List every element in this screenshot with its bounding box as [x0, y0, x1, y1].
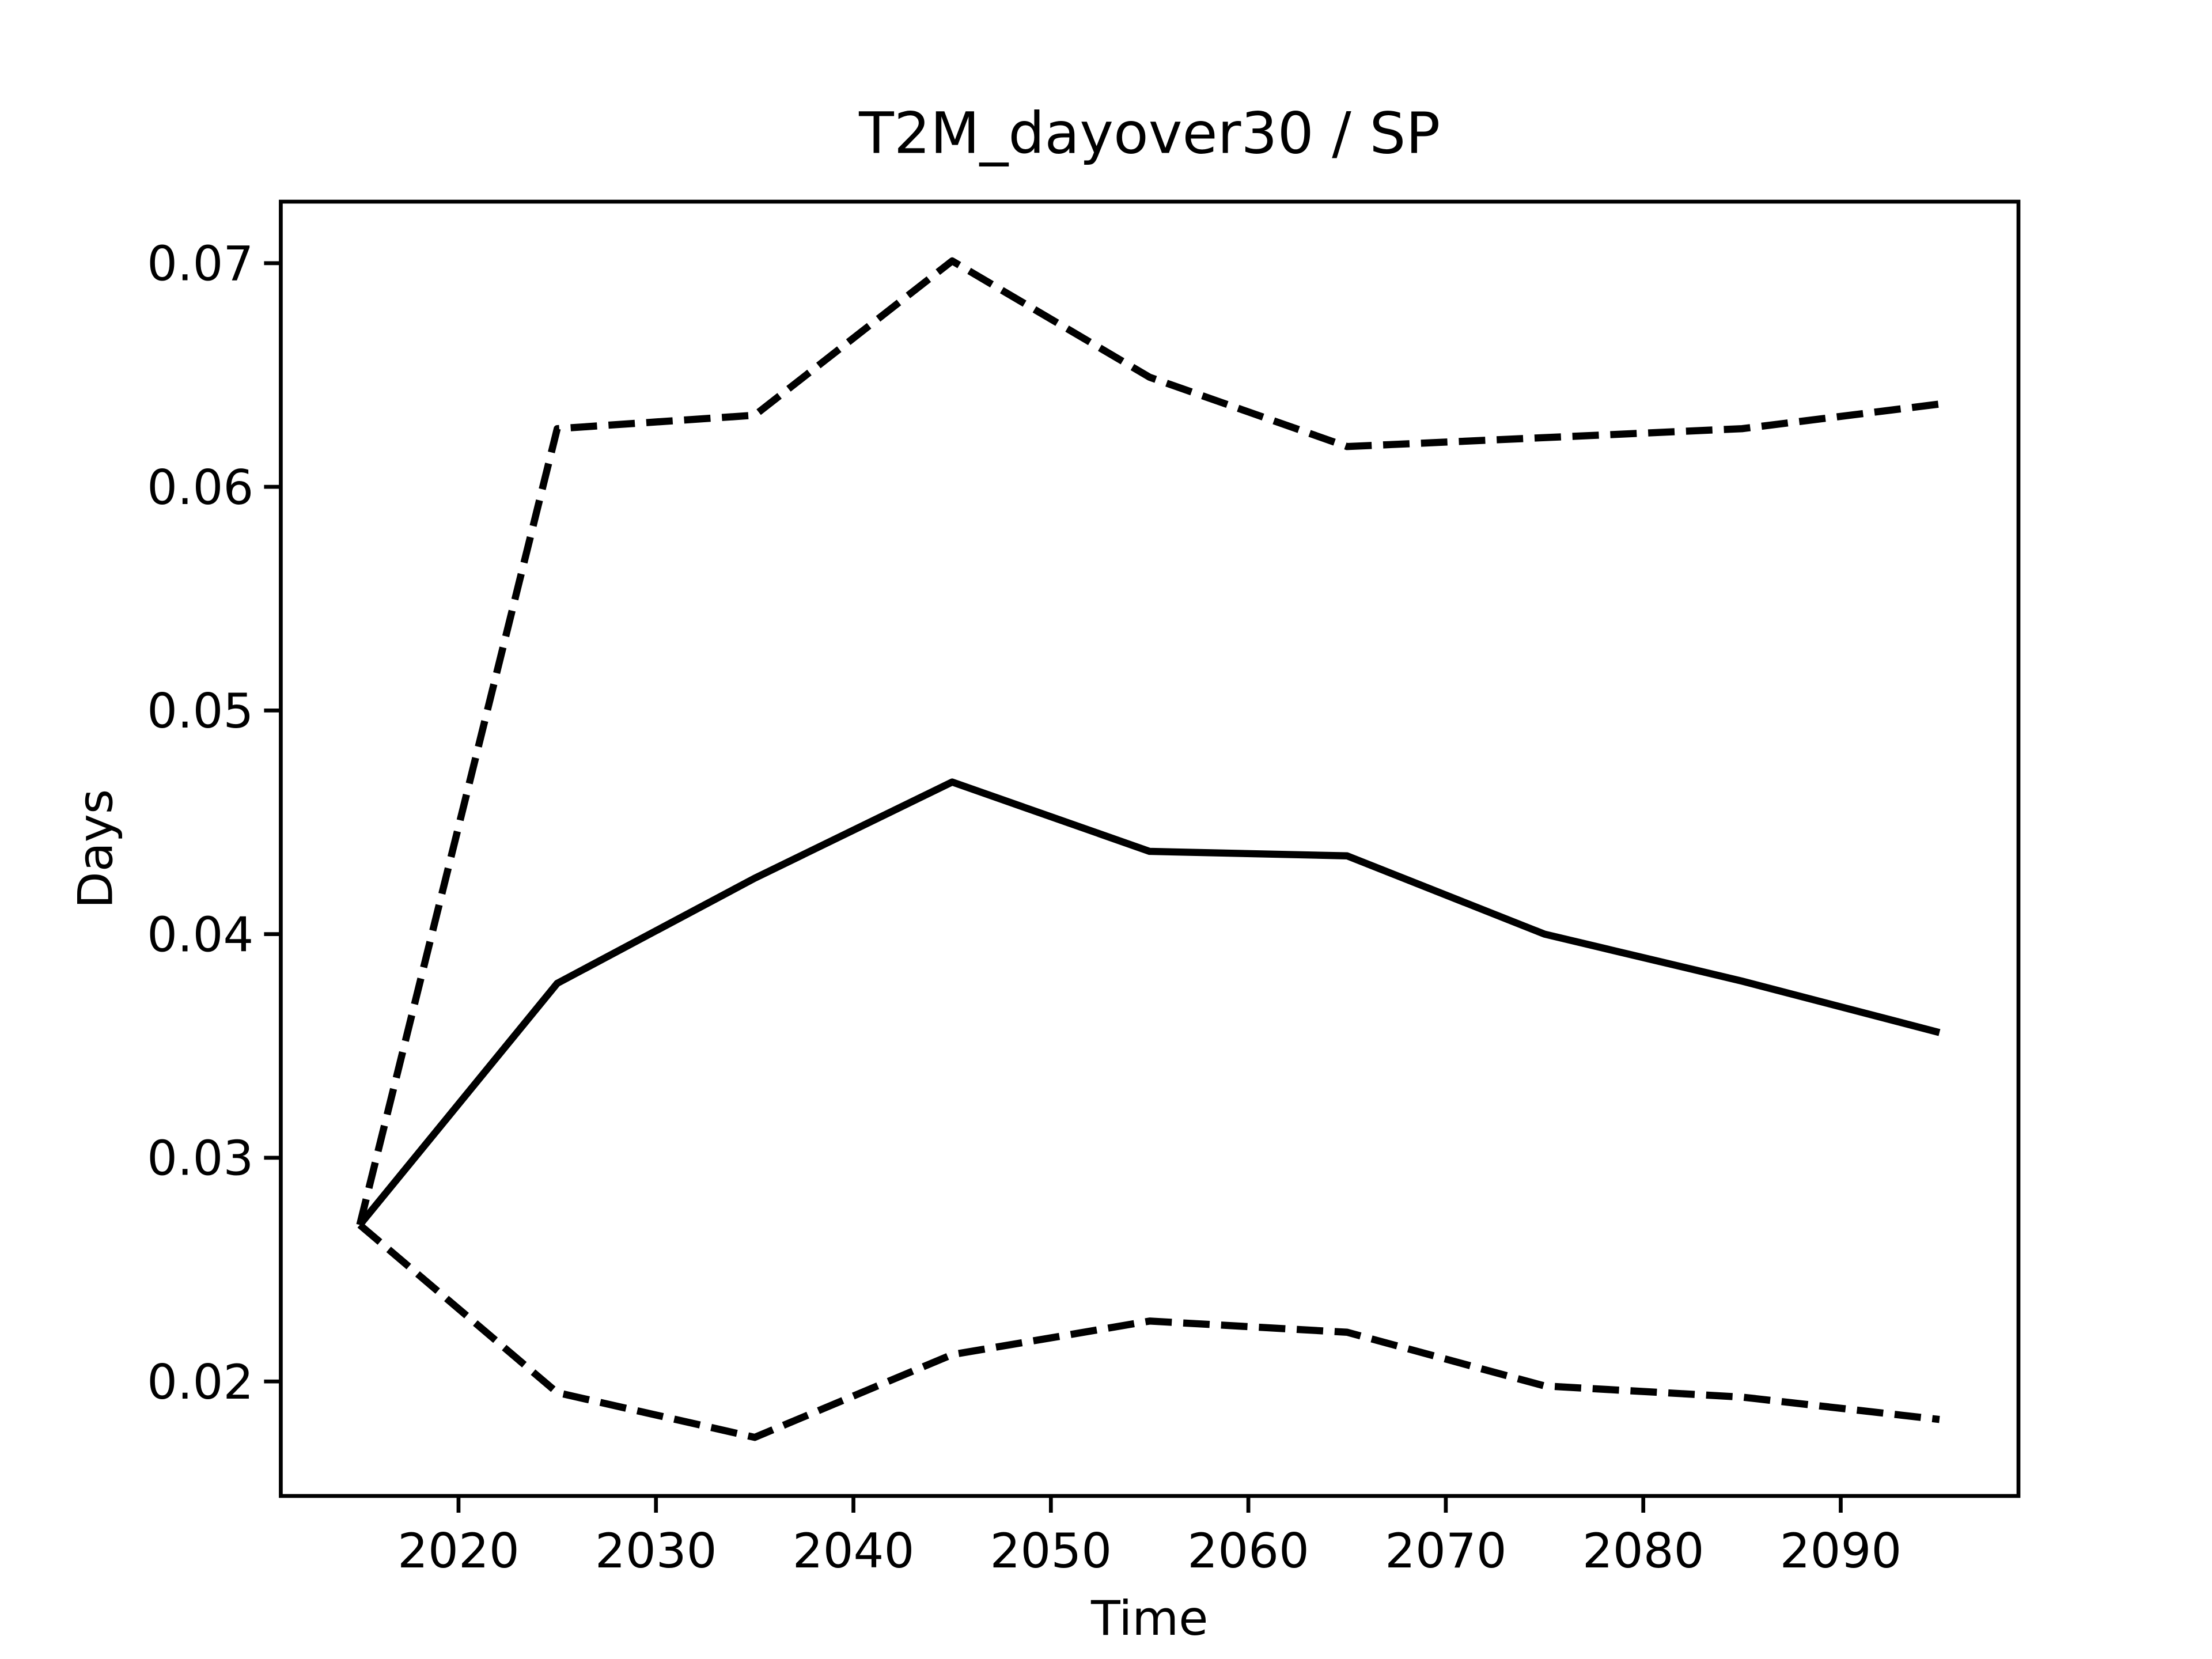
x-tick-label: 2080	[1582, 1523, 1705, 1579]
y-tick-label: 0.04	[147, 907, 253, 963]
y-tick-label: 0.07	[147, 236, 253, 292]
data-line	[357, 778, 1941, 1228]
chart-title: T2M_dayover30 / SP	[858, 101, 1440, 167]
data-line	[357, 1222, 1940, 1441]
x-tick-label: 2090	[1780, 1523, 1902, 1579]
data-line	[356, 257, 1940, 1226]
x-tick-label: 2070	[1385, 1523, 1507, 1579]
x-tick-label: 2040	[793, 1523, 915, 1579]
plot-frame	[279, 199, 2021, 1498]
y-tick-label: 0.06	[147, 460, 253, 516]
x-axis-label: Time	[1090, 1590, 1209, 1646]
x-tick-label: 2060	[1187, 1523, 1309, 1579]
x-tick-label: 2020	[397, 1523, 520, 1579]
x-tick-label: 2030	[595, 1523, 717, 1579]
y-tick-label: 0.02	[147, 1354, 253, 1410]
y-tick-label: 0.05	[147, 683, 253, 739]
x-tick-label: 2050	[990, 1523, 1112, 1579]
y-axis-label: Days	[67, 789, 123, 909]
y-tick-label: 0.03	[147, 1131, 253, 1187]
